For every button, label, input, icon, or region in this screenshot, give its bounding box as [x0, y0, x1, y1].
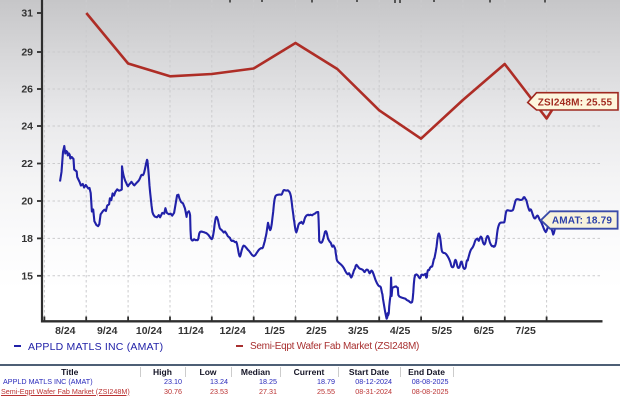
svg-text:6/25: 6/25 [474, 325, 495, 337]
svg-text:22: 22 [21, 158, 33, 170]
svg-text:3/25: 3/25 [348, 325, 369, 337]
svg-text:5/25: 5/25 [432, 325, 453, 337]
svg-text:9/24: 9/24 [97, 325, 118, 337]
svg-text:7/25: 7/25 [515, 325, 536, 337]
svg-text:29: 29 [21, 47, 33, 59]
svg-text:12/24: 12/24 [220, 325, 246, 337]
svg-text:AMAT: 18.79: AMAT: 18.79 [552, 216, 613, 227]
svg-text:ZSI248M: 25.55: ZSI248M: 25.55 [538, 98, 613, 109]
svg-text:11/24: 11/24 [178, 325, 204, 337]
svg-text:24: 24 [21, 121, 33, 133]
svg-text:10/24: 10/24 [136, 325, 162, 337]
svg-text:15: 15 [21, 270, 33, 282]
svg-text:31: 31 [21, 8, 33, 20]
svg-text:18: 18 [21, 233, 33, 245]
svg-text:8/24: 8/24 [55, 325, 76, 337]
svg-text:4/25: 4/25 [390, 325, 411, 337]
svg-text:2/25: 2/25 [306, 325, 327, 337]
svg-text:20: 20 [21, 196, 33, 208]
svg-text:26: 26 [21, 84, 33, 96]
svg-text:1/25: 1/25 [264, 325, 285, 337]
